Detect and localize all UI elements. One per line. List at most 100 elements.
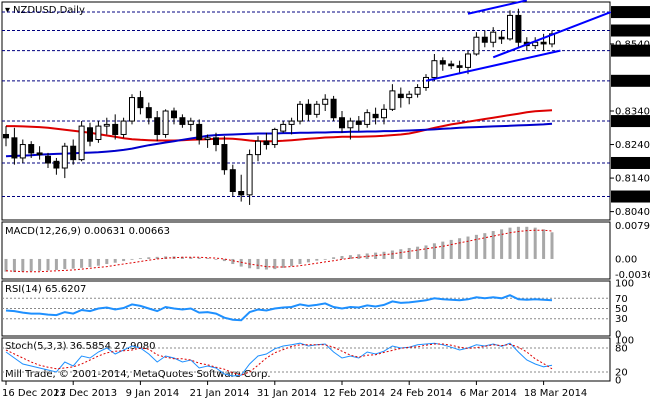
macd-bar	[399, 249, 403, 259]
candle	[448, 60, 455, 70]
candle-body	[95, 125, 102, 141]
candle-body	[129, 97, 135, 122]
moving-average-blue	[5, 122, 553, 158]
candle	[481, 30, 488, 48]
candle-body	[179, 117, 186, 125]
price-tick-label: 0.8140	[615, 174, 650, 185]
price-title: NZDUSD,Daily	[13, 5, 85, 16]
rsi-tick-label: 0	[615, 330, 621, 341]
candle	[507, 10, 513, 41]
candle	[95, 121, 102, 143]
candle-body	[515, 14, 522, 43]
level-badge	[611, 190, 650, 203]
candle	[515, 8, 522, 48]
candle	[271, 127, 278, 148]
price-tick-label: 0.8340	[615, 107, 650, 118]
macd-bar	[231, 258, 235, 265]
candle-body	[288, 120, 295, 125]
candle-body	[271, 128, 278, 146]
candle-body	[364, 112, 371, 125]
candle	[112, 114, 119, 140]
candle-body	[221, 144, 228, 171]
macd-indicator: 0.00792 0.00 -0.00368	[4, 221, 650, 281]
candle	[322, 94, 329, 111]
macd-bar	[390, 250, 394, 259]
price-tick-label: 0.8185	[615, 158, 650, 169]
candle	[229, 164, 236, 197]
stoch-tick-label: 0	[615, 376, 621, 387]
candle	[179, 114, 186, 128]
candle	[347, 117, 354, 140]
rsi-tick-label: 100	[615, 279, 634, 290]
rsi-tick-label: 70	[615, 294, 628, 305]
macd-bar	[298, 258, 302, 265]
macd-bar	[180, 256, 184, 259]
candle	[540, 33, 547, 51]
candle-body	[213, 137, 219, 146]
rsi-line	[5, 294, 553, 322]
candle-body	[103, 123, 110, 127]
level-badge	[611, 6, 650, 19]
candle	[246, 149, 253, 205]
candle	[389, 84, 396, 111]
macd-bar	[96, 258, 100, 266]
candle	[3, 126, 9, 147]
candle	[154, 111, 161, 142]
candle	[171, 107, 177, 125]
candle	[339, 111, 345, 133]
price-tick-label: 0.8635	[615, 8, 650, 19]
candle	[45, 152, 51, 169]
candle	[280, 121, 287, 133]
macd-bar	[214, 258, 218, 260]
macd-bar	[441, 241, 445, 259]
candle	[439, 57, 446, 71]
candle	[137, 90, 144, 115]
macd-bar	[416, 246, 420, 259]
macd-bar	[315, 258, 319, 261]
candle-body	[154, 117, 161, 135]
candle-body	[423, 76, 429, 89]
macd-bar	[508, 227, 512, 259]
level-badge	[611, 156, 650, 169]
macd-bar	[122, 258, 126, 262]
macd-tick-label: 0.00792	[615, 221, 650, 232]
price-tick-label: 0.8580	[615, 26, 650, 37]
macd-bar	[365, 253, 369, 259]
candle	[28, 141, 35, 158]
copyright-text: Mill Trade, © 2001-2014, MetaQuotes Soft…	[5, 369, 271, 380]
candle-body	[355, 120, 362, 125]
macd-bar	[71, 258, 75, 269]
stoch-main-line	[5, 342, 553, 377]
level-badge	[611, 44, 650, 57]
stoch-title: Stoch(5,3,3) 36.5854 27.9080	[5, 341, 156, 352]
date-tick-label: 12 Feb 2014	[323, 388, 385, 399]
macd-bar	[407, 247, 411, 259]
stoch-signal-line	[5, 343, 553, 376]
candle	[355, 116, 362, 132]
macd-bar	[466, 236, 470, 259]
macd-bar	[533, 227, 537, 259]
candle	[61, 142, 68, 179]
candle-body	[313, 103, 320, 115]
macd-bar	[357, 254, 361, 259]
macd-bar	[290, 258, 294, 267]
macd-bar	[432, 243, 436, 259]
candle-body	[263, 140, 270, 146]
candle	[120, 117, 127, 138]
candle	[423, 74, 429, 91]
macd-bar	[256, 258, 260, 270]
macd-bar	[424, 245, 428, 259]
candle	[465, 50, 471, 75]
candle	[456, 60, 463, 75]
rsi-tick-label: 30	[615, 314, 628, 325]
stoch-tick-label: 20	[615, 368, 628, 379]
price-title-group: ▾ NZDUSD,Daily	[5, 5, 85, 16]
candle	[330, 95, 337, 122]
macd-bar	[306, 258, 310, 263]
candle	[372, 107, 379, 125]
macd-bar	[323, 258, 327, 260]
candle-body	[3, 133, 9, 139]
price-tick-label: 0.8430	[615, 76, 650, 87]
